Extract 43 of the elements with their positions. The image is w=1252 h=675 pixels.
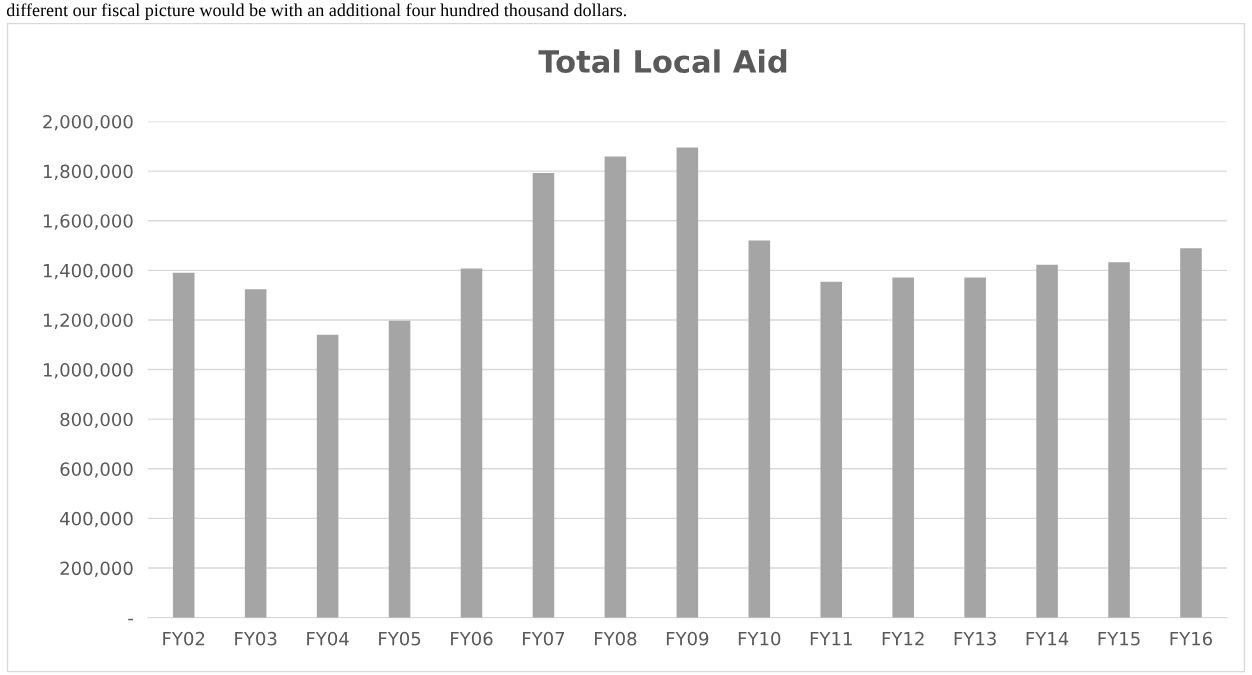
y-tick-label: 1,800,000 [43, 164, 133, 181]
bar [172, 272, 195, 618]
bar [964, 277, 986, 618]
bar [892, 277, 914, 618]
x-tick-label: FY02 [163, 631, 205, 646]
text: different our fiscal picture would be with an additional four hundred thousand dollars. [6, 3, 626, 20]
bar [1180, 248, 1202, 618]
bar [676, 147, 699, 618]
bar [1108, 262, 1130, 618]
x-tick-label: FY12 [882, 631, 924, 646]
x-tick-label: FY06 [451, 631, 493, 646]
x-tick-label: FY14 [1026, 632, 1069, 646]
y-tick-label: 800,000 [60, 412, 133, 429]
y-tick-label: 1,200,000 [43, 313, 133, 329]
y-tick-label: 200,000 [60, 561, 133, 577]
x-tick-label: FY11 [810, 632, 852, 646]
x-tick-label: FY07 [523, 631, 565, 646]
bar [748, 240, 771, 618]
y-tick-label: 1,600,000 [43, 214, 133, 230]
bar [604, 156, 627, 618]
y-tick-label: - [128, 618, 133, 621]
x-tick-label: FY15 [1098, 632, 1140, 646]
x-tick-label: FY03 [235, 631, 277, 646]
y-tick-label: 2,000,000 [43, 114, 133, 131]
bar [532, 173, 555, 618]
y-tick-label: 1,400,000 [43, 263, 133, 280]
bar [1036, 264, 1058, 618]
y-tick-label: 400,000 [60, 511, 133, 528]
x-tick-label: FY05 [379, 631, 421, 646]
x-tick-label: FY13 [954, 631, 996, 646]
x-tick-label: FY04 [307, 631, 349, 646]
bar [388, 320, 411, 618]
x-tick-label: FY16 [1170, 631, 1213, 646]
x-tick-label: FY10 [738, 631, 781, 646]
bar [820, 281, 843, 618]
y-tick-label: 600,000 [60, 462, 133, 478]
bar [316, 334, 339, 618]
x-tick-label: FY09 [666, 631, 709, 646]
bar [244, 289, 267, 618]
y-tick-label: 1,000,000 [43, 363, 133, 379]
bar [460, 268, 483, 618]
chart-title: Total Local Aid [538, 49, 787, 73]
x-tick-label: FY08 [594, 631, 637, 646]
